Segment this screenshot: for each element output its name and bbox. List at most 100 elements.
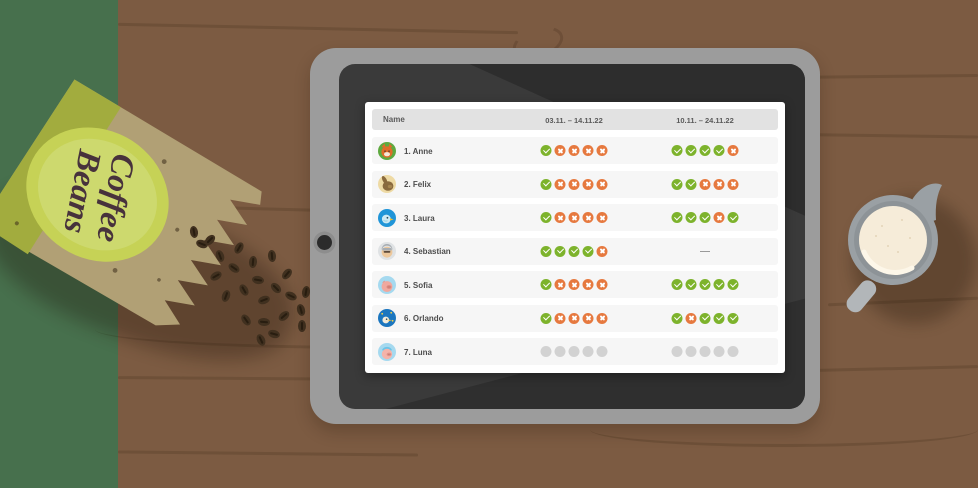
empty-dot-icon: [699, 346, 711, 357]
x-icon: [596, 245, 608, 257]
check-icon: [713, 312, 725, 324]
period2-status: [671, 178, 739, 190]
column-header-period2: 10.11. – 24.11.22: [676, 116, 734, 125]
x-icon: [596, 212, 608, 223]
empty-dot-icon: [568, 346, 580, 357]
x-icon: [713, 178, 725, 190]
period1-status: [540, 346, 608, 357]
x-icon: [568, 279, 580, 290]
check-icon: [671, 279, 683, 290]
avatar: [378, 275, 396, 294]
x-icon: [582, 312, 594, 324]
tablet-camera: [317, 235, 332, 250]
x-icon: [713, 212, 725, 223]
x-icon: [568, 145, 580, 156]
empty-dot-icon: [671, 346, 683, 357]
avatar: [378, 242, 396, 260]
check-icon: [540, 212, 552, 223]
avatar: [378, 175, 396, 193]
table-header: Name 03.11. – 14.11.22 10.11. – 24.11.22: [372, 109, 778, 130]
check-icon: [671, 312, 683, 324]
member-name: 5. Sofia: [404, 280, 433, 290]
coffee-bag: Coffee Beans: [0, 79, 262, 326]
empty-dot-icon: [540, 346, 552, 357]
check-icon: [699, 312, 711, 324]
avatar: [378, 208, 396, 227]
empty-dot-icon: [596, 346, 608, 357]
jug-handle: [846, 280, 877, 313]
period1-status: [540, 212, 608, 223]
check-icon: [685, 178, 697, 190]
x-icon: [727, 178, 739, 190]
x-icon: [582, 212, 594, 223]
avatar: [378, 309, 396, 327]
x-icon: [568, 212, 580, 223]
empty-dot-icon: [713, 346, 725, 357]
x-icon: [554, 312, 566, 324]
table-row: 5. Sofia: [372, 271, 778, 298]
check-icon: [699, 279, 711, 290]
period1-status: [540, 245, 608, 257]
table-row: 7. Luna: [372, 338, 778, 365]
check-icon: [699, 212, 711, 223]
period2-status: —: [700, 246, 710, 257]
check-icon: [671, 178, 683, 190]
avatar-pig-icon: [378, 275, 396, 294]
check-icon: [568, 245, 580, 257]
check-icon: [540, 145, 552, 156]
x-icon: [582, 178, 594, 190]
period2-status: [671, 145, 739, 156]
check-icon: [671, 212, 683, 223]
x-icon: [582, 279, 594, 290]
member-name: 7. Luna: [404, 347, 433, 357]
x-icon: [554, 145, 566, 156]
wood-grain-curve: [590, 412, 978, 447]
empty-dot-icon: [685, 346, 697, 357]
period1-status: [540, 312, 608, 324]
period2-status: [671, 212, 739, 223]
check-icon: [671, 145, 683, 156]
member-name: 4. Sebastian: [404, 247, 451, 256]
period2-status: [671, 346, 739, 357]
period1-status: [540, 178, 608, 190]
check-icon: [727, 312, 739, 324]
check-icon: [582, 245, 594, 257]
x-icon: [554, 178, 566, 190]
x-icon: [554, 212, 566, 223]
check-icon: [699, 145, 711, 156]
x-icon: [554, 279, 566, 290]
check-icon: [540, 312, 552, 324]
milk-jug: [846, 183, 942, 313]
member-name: 6. Orlando: [404, 314, 444, 323]
avatar: [378, 342, 396, 361]
x-icon: [727, 145, 739, 156]
tablet: Name 03.11. – 14.11.22 10.11. – 24.11.22…: [310, 48, 820, 424]
check-icon: [540, 279, 552, 290]
table-row: 6. Orlando: [372, 304, 778, 332]
period2-status: [671, 312, 739, 324]
check-icon: [727, 279, 739, 290]
avatar-man-icon: [378, 242, 396, 260]
period2-status: [671, 279, 739, 290]
check-icon: [540, 178, 552, 190]
avatar-fox-icon: [378, 141, 396, 160]
x-icon: [596, 279, 608, 290]
no-data-dash: —: [700, 245, 710, 257]
x-icon: [596, 145, 608, 156]
avatar-bird-icon: [378, 208, 396, 227]
attendance-panel: Name 03.11. – 14.11.22 10.11. – 24.11.22…: [365, 102, 785, 373]
x-icon: [685, 312, 697, 324]
table-row: 4. Sebastian —: [372, 237, 778, 265]
check-icon: [685, 145, 697, 156]
table-body: 1. Anne 2. Felix 3. Laura 4. Sebastian —…: [365, 137, 785, 365]
empty-dot-icon: [727, 346, 739, 357]
member-name: 1. Anne: [404, 146, 433, 156]
check-icon: [540, 245, 552, 257]
period1-status: [540, 279, 608, 290]
check-icon: [713, 145, 725, 156]
check-icon: [554, 245, 566, 257]
empty-dot-icon: [554, 346, 566, 357]
member-name: 3. Laura: [404, 213, 435, 223]
avatar-bird-night-icon: [378, 309, 396, 327]
table-row: 2. Felix: [372, 170, 778, 198]
